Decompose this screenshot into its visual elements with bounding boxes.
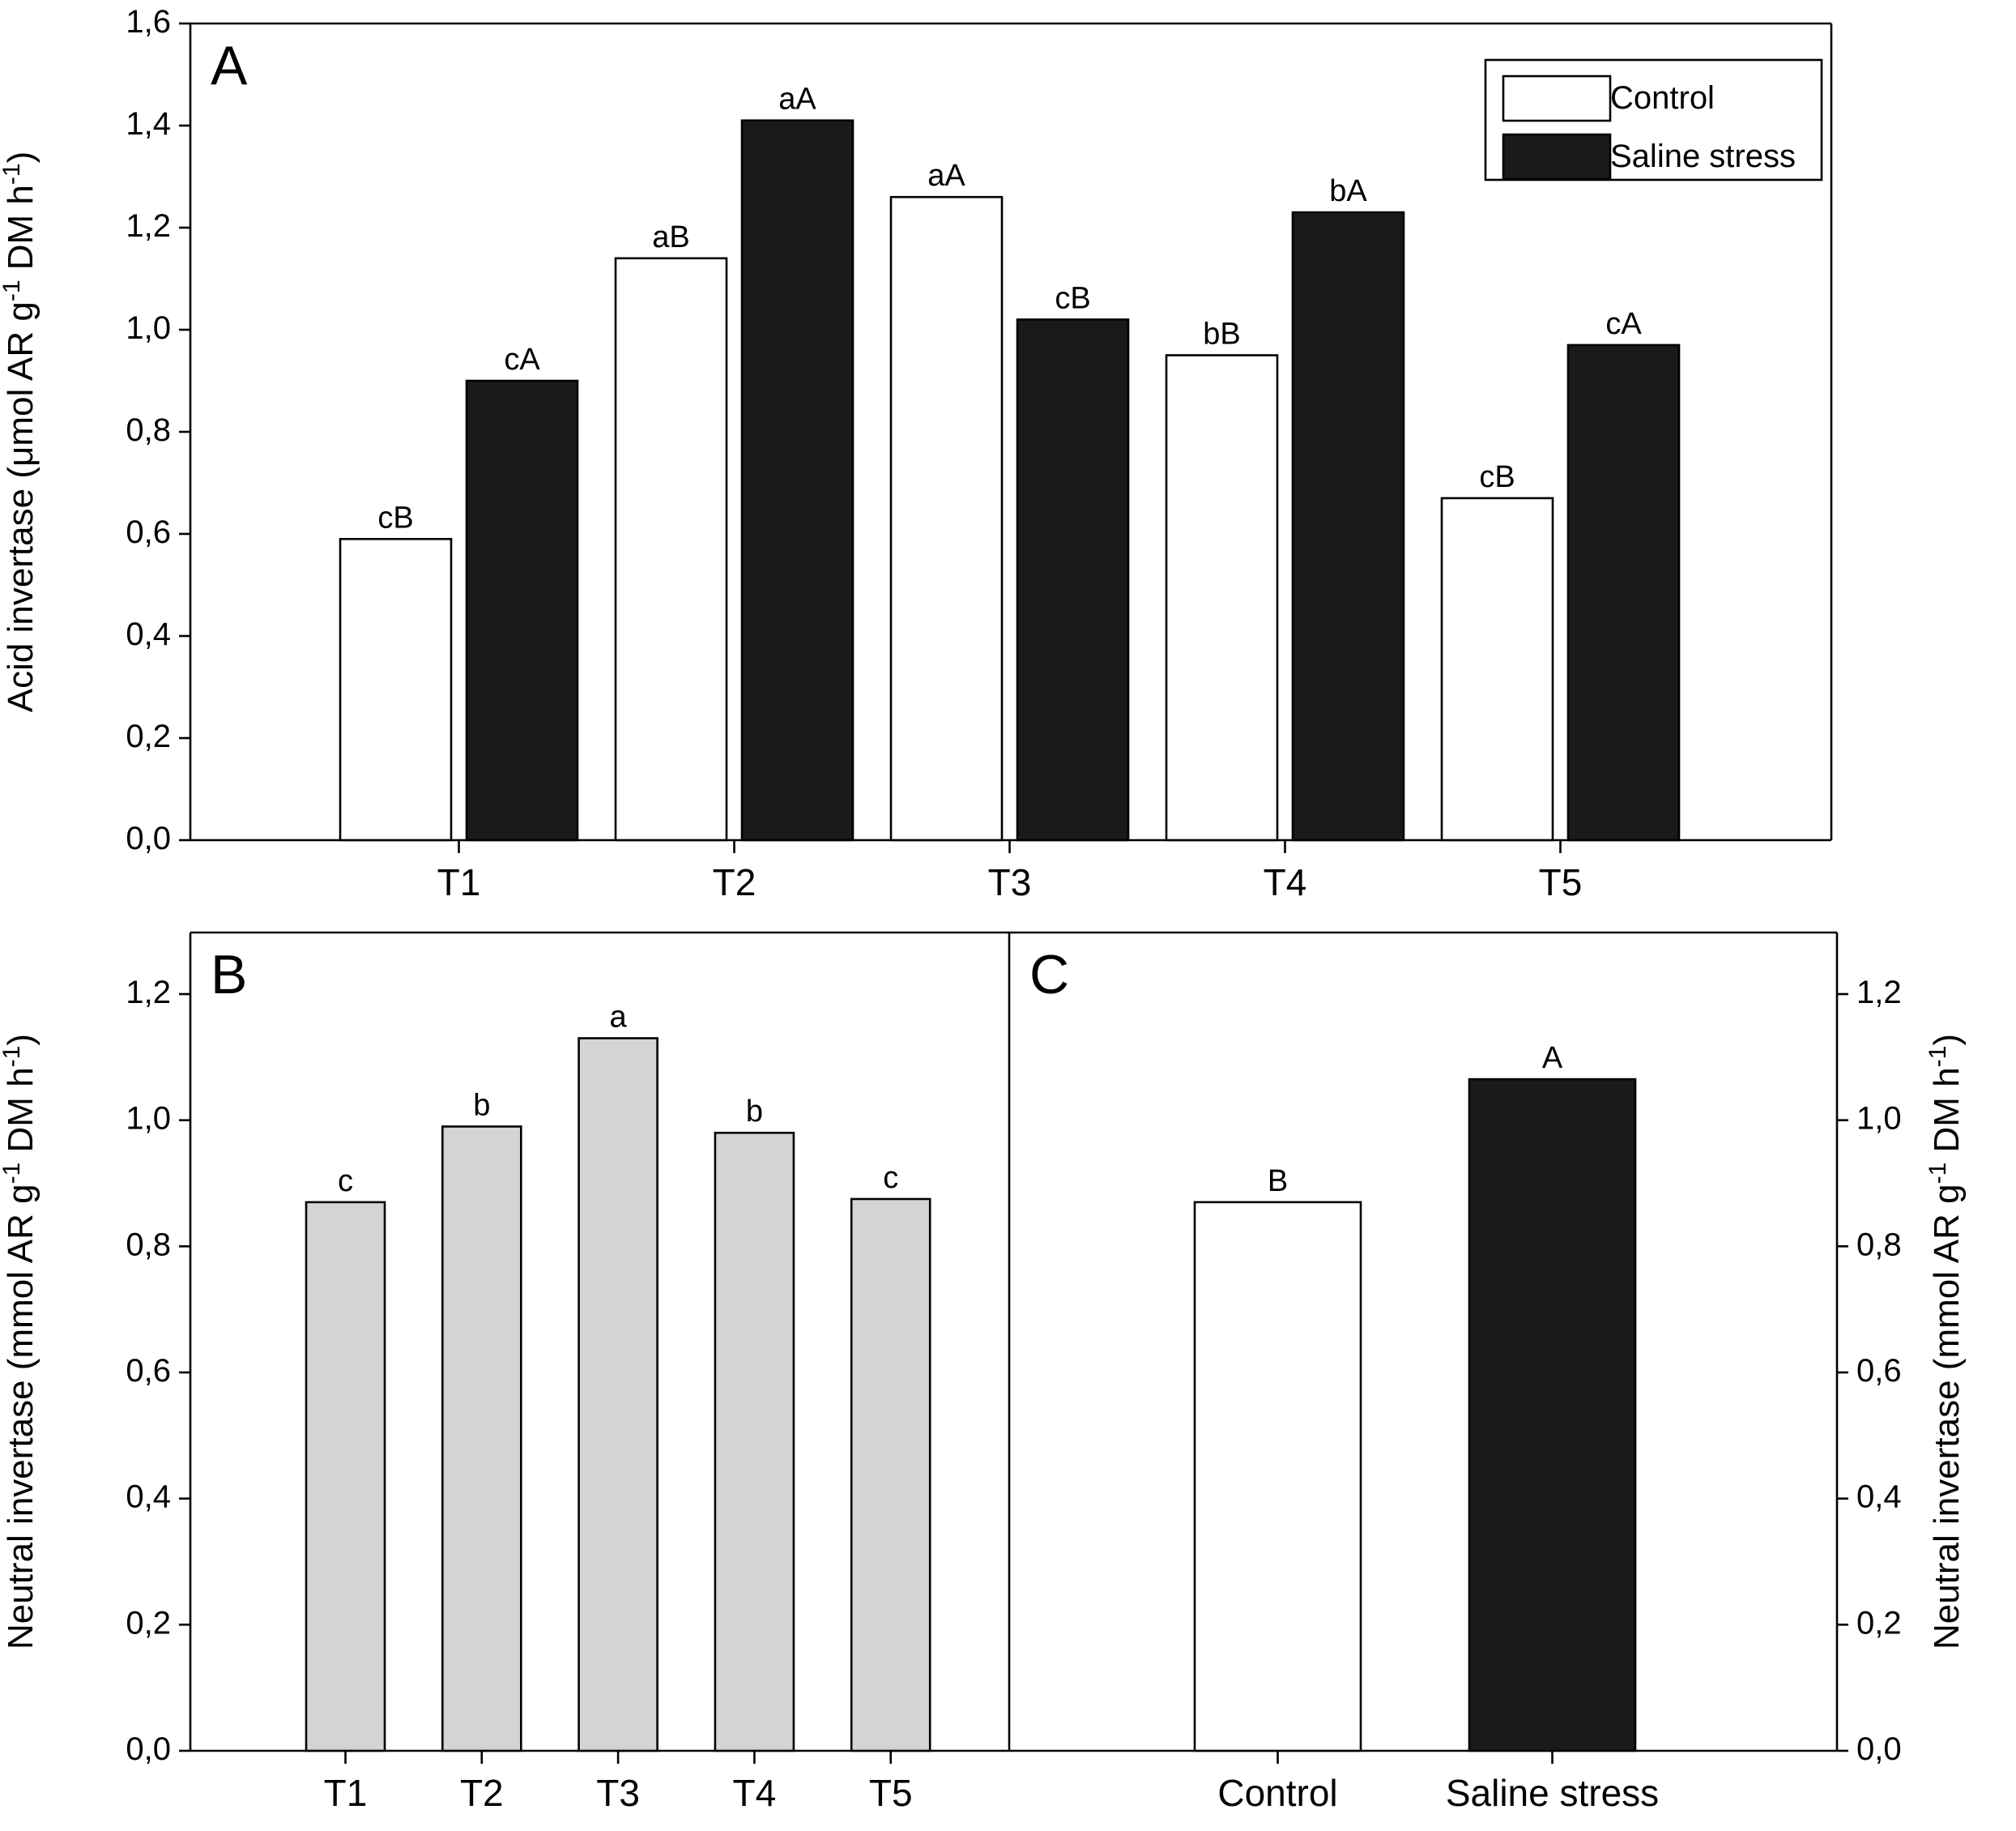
svg-text:T1: T1 [324, 1772, 368, 1814]
svg-text:0,8: 0,8 [126, 412, 171, 448]
svg-text:T2: T2 [460, 1772, 504, 1814]
svg-text:bB: bB [1203, 318, 1240, 352]
svg-text:Control: Control [1217, 1772, 1337, 1814]
svg-text:1,0: 1,0 [126, 310, 171, 346]
svg-text:0,6: 0,6 [126, 514, 171, 550]
svg-text:aA: aA [778, 83, 816, 117]
svg-text:0,2: 0,2 [126, 719, 171, 754]
svg-text:T4: T4 [1264, 861, 1307, 903]
svg-text:0,0: 0,0 [126, 1731, 171, 1767]
svg-text:1,0: 1,0 [1856, 1101, 1902, 1137]
svg-text:aA: aA [927, 159, 965, 193]
svg-text:Neutral invertase (mmol AR g-1: Neutral invertase (mmol AR g-1 DM h-1) [1924, 1034, 1967, 1650]
svg-text:1,2: 1,2 [126, 208, 171, 244]
svg-text:T3: T3 [596, 1772, 640, 1814]
svg-text:cA: cA [504, 343, 540, 377]
svg-text:0,2: 0,2 [1856, 1605, 1902, 1641]
svg-text:1,0: 1,0 [126, 1101, 171, 1137]
svg-text:a: a [610, 1000, 628, 1034]
svg-text:T5: T5 [869, 1772, 913, 1814]
svg-text:T4: T4 [733, 1772, 777, 1814]
svg-text:0,8: 0,8 [126, 1227, 171, 1262]
svg-text:T2: T2 [713, 861, 757, 903]
svg-text:T1: T1 [437, 861, 481, 903]
svg-text:0,4: 0,4 [1856, 1479, 1902, 1515]
svg-text:Neutral invertase (mmol AR g-1: Neutral invertase (mmol AR g-1 DM h-1) [0, 1034, 40, 1650]
svg-text:B: B [1268, 1164, 1288, 1198]
svg-text:Control: Control [1610, 80, 1715, 116]
svg-text:0,0: 0,0 [1856, 1731, 1902, 1767]
svg-text:aB: aB [652, 220, 689, 254]
svg-text:0,0: 0,0 [126, 821, 171, 856]
svg-text:1,6: 1,6 [126, 4, 171, 40]
svg-text:Saline stress: Saline stress [1610, 139, 1796, 174]
svg-text:A: A [1542, 1041, 1563, 1075]
svg-text:cB: cB [1479, 460, 1515, 494]
svg-text:cB: cB [1055, 281, 1090, 315]
svg-text:T5: T5 [1539, 861, 1583, 903]
svg-text:1,2: 1,2 [1856, 975, 1902, 1010]
svg-text:0,6: 0,6 [1856, 1353, 1902, 1389]
svg-text:0,8: 0,8 [1856, 1227, 1902, 1262]
svg-text:B: B [211, 944, 247, 1005]
svg-text:1,4: 1,4 [126, 106, 171, 142]
svg-text:bA: bA [1329, 174, 1367, 208]
svg-text:b: b [473, 1088, 490, 1122]
svg-text:0,4: 0,4 [126, 617, 171, 652]
svg-text:c: c [883, 1161, 898, 1195]
svg-text:0,4: 0,4 [126, 1479, 171, 1515]
svg-text:0,6: 0,6 [126, 1353, 171, 1389]
svg-text:cB: cB [377, 501, 413, 535]
svg-text:b: b [746, 1095, 763, 1129]
svg-text:c: c [338, 1164, 353, 1198]
svg-text:C: C [1029, 944, 1069, 1005]
svg-text:cA: cA [1605, 307, 1642, 341]
svg-text:0,2: 0,2 [126, 1605, 171, 1641]
svg-text:Acid invertase (μmol AR g-1 DM: Acid invertase (μmol AR g-1 DM h-1) [0, 152, 40, 713]
svg-text:T3: T3 [988, 861, 1032, 903]
svg-text:1,2: 1,2 [126, 975, 171, 1010]
svg-text:Saline stress: Saline stress [1446, 1772, 1659, 1814]
svg-text:A: A [211, 35, 248, 96]
